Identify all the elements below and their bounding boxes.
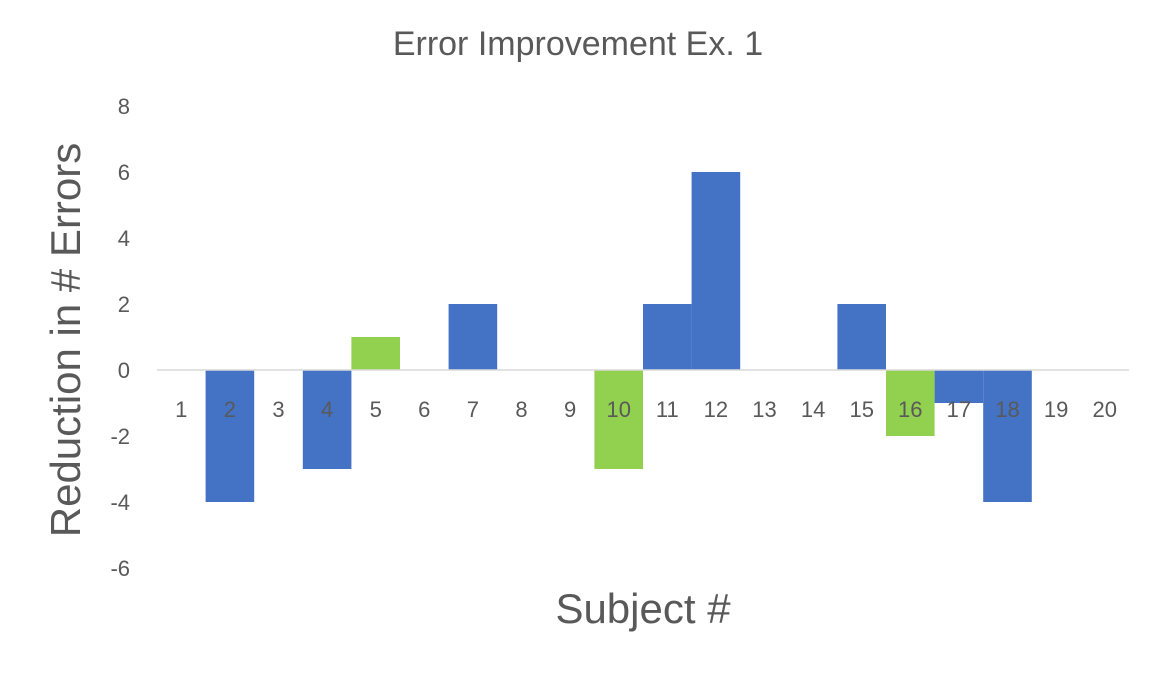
x-tick-label: 8 <box>515 397 527 422</box>
y-tick-label: 0 <box>118 358 130 383</box>
x-tick-label: 18 <box>995 397 1019 422</box>
bar-subject-10 <box>594 370 643 469</box>
x-tick-label: 4 <box>321 397 333 422</box>
x-tick-label: 12 <box>704 397 728 422</box>
bar-subject-11 <box>643 304 692 370</box>
y-tick-label: 4 <box>118 226 130 251</box>
x-tick-label: 13 <box>752 397 776 422</box>
bar-subject-5 <box>351 337 400 370</box>
x-tick-label: 19 <box>1044 397 1068 422</box>
bar-subject-18 <box>983 370 1032 502</box>
y-tick-label: 6 <box>118 160 130 185</box>
x-tick-label: 5 <box>370 397 382 422</box>
x-tick-label: 15 <box>849 397 873 422</box>
x-tick-label: 2 <box>224 397 236 422</box>
bar-subject-17 <box>934 370 984 403</box>
x-tick-label: 1 <box>175 397 187 422</box>
x-tick-label: 17 <box>947 397 971 422</box>
bar-subject-4 <box>302 370 352 469</box>
bar-subject-16 <box>886 370 935 436</box>
bar-subject-15 <box>837 304 886 370</box>
x-tick-label: 11 <box>656 397 679 422</box>
x-tick-label: 6 <box>418 397 430 422</box>
y-tick-label: -4 <box>110 490 130 515</box>
y-axis-title: Reduction in # Errors <box>42 143 89 538</box>
y-tick-label: 2 <box>118 292 130 317</box>
y-tick-label: 8 <box>118 94 130 119</box>
bar-subject-2 <box>205 370 255 502</box>
chart-title: Error Improvement Ex. 1 <box>393 25 763 63</box>
bar-subject-12 <box>691 172 741 370</box>
x-tick-label: 16 <box>898 397 922 422</box>
x-axis-title: Subject # <box>555 585 731 632</box>
y-tick-label: -2 <box>110 424 130 449</box>
x-tick-label: 7 <box>467 397 479 422</box>
x-tick-label: 20 <box>1092 397 1116 422</box>
x-tick-label: 9 <box>564 397 576 422</box>
bar-subject-7 <box>448 304 498 370</box>
x-tick-label: 3 <box>272 397 284 422</box>
x-tick-label: 14 <box>801 397 825 422</box>
y-tick-label: -6 <box>110 556 130 581</box>
x-tick-label: 10 <box>606 397 630 422</box>
